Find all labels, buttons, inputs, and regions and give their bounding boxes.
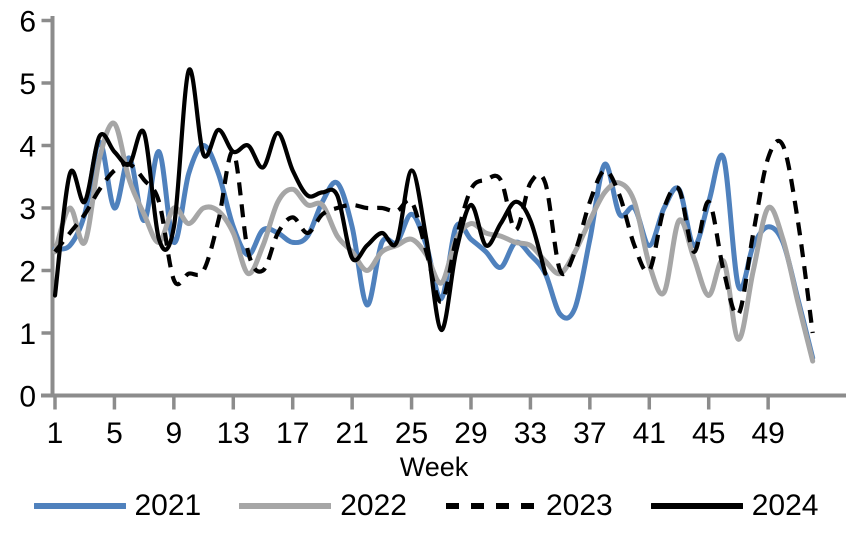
x-tick-label-29: 29 xyxy=(454,417,487,450)
x-tick-label-41: 41 xyxy=(633,417,666,450)
y-tick-label-3: 3 xyxy=(19,193,36,226)
legend-item-2021: 2021 xyxy=(33,489,202,522)
legend-item-2024: 2024 xyxy=(650,489,819,522)
legend-line-icon-2021 xyxy=(33,503,126,509)
legend-line-icon-2022 xyxy=(239,503,332,509)
legend-label-2024: 2024 xyxy=(751,489,819,522)
x-tick-label-49: 49 xyxy=(751,417,784,450)
legend-item-2022: 2022 xyxy=(239,491,407,521)
series-line-2023 xyxy=(53,138,815,334)
legend-label-2022: 2022 xyxy=(340,489,407,522)
y-tick-label-6: 6 xyxy=(19,6,36,39)
y-tick-label-1: 1 xyxy=(19,318,36,351)
y-tick-label-0: 0 xyxy=(19,381,36,414)
y-tick-label-2: 2 xyxy=(19,256,36,289)
legend-label-2023: 2023 xyxy=(546,489,613,522)
x-tick-label-13: 13 xyxy=(217,417,250,450)
legend-line-icon-2023 xyxy=(446,503,536,509)
x-tick-label-45: 45 xyxy=(692,417,725,450)
x-axis-title: Week xyxy=(400,452,469,482)
x-tick-label-17: 17 xyxy=(276,417,309,450)
x-tick-label-1: 1 xyxy=(47,417,64,450)
legend-item-2023: 2023 xyxy=(445,491,613,521)
x-tick-label-33: 33 xyxy=(514,417,547,450)
x-tick-label-25: 25 xyxy=(395,417,428,450)
series-line-2022 xyxy=(52,120,816,364)
y-tick-label-4: 4 xyxy=(19,131,36,164)
x-tick-label-21: 21 xyxy=(335,417,368,450)
x-tick-label-9: 9 xyxy=(166,417,183,450)
x-tick-label-37: 37 xyxy=(573,417,606,450)
legend-label-2021: 2021 xyxy=(134,489,202,522)
y-tick-label-5: 5 xyxy=(19,68,36,101)
chart-legend: 2021 2022 2023 2024 xyxy=(0,488,852,524)
x-tick-label-5: 5 xyxy=(106,417,123,450)
legend-line-icon-2024 xyxy=(650,503,743,509)
series-line-2024 xyxy=(52,67,548,333)
